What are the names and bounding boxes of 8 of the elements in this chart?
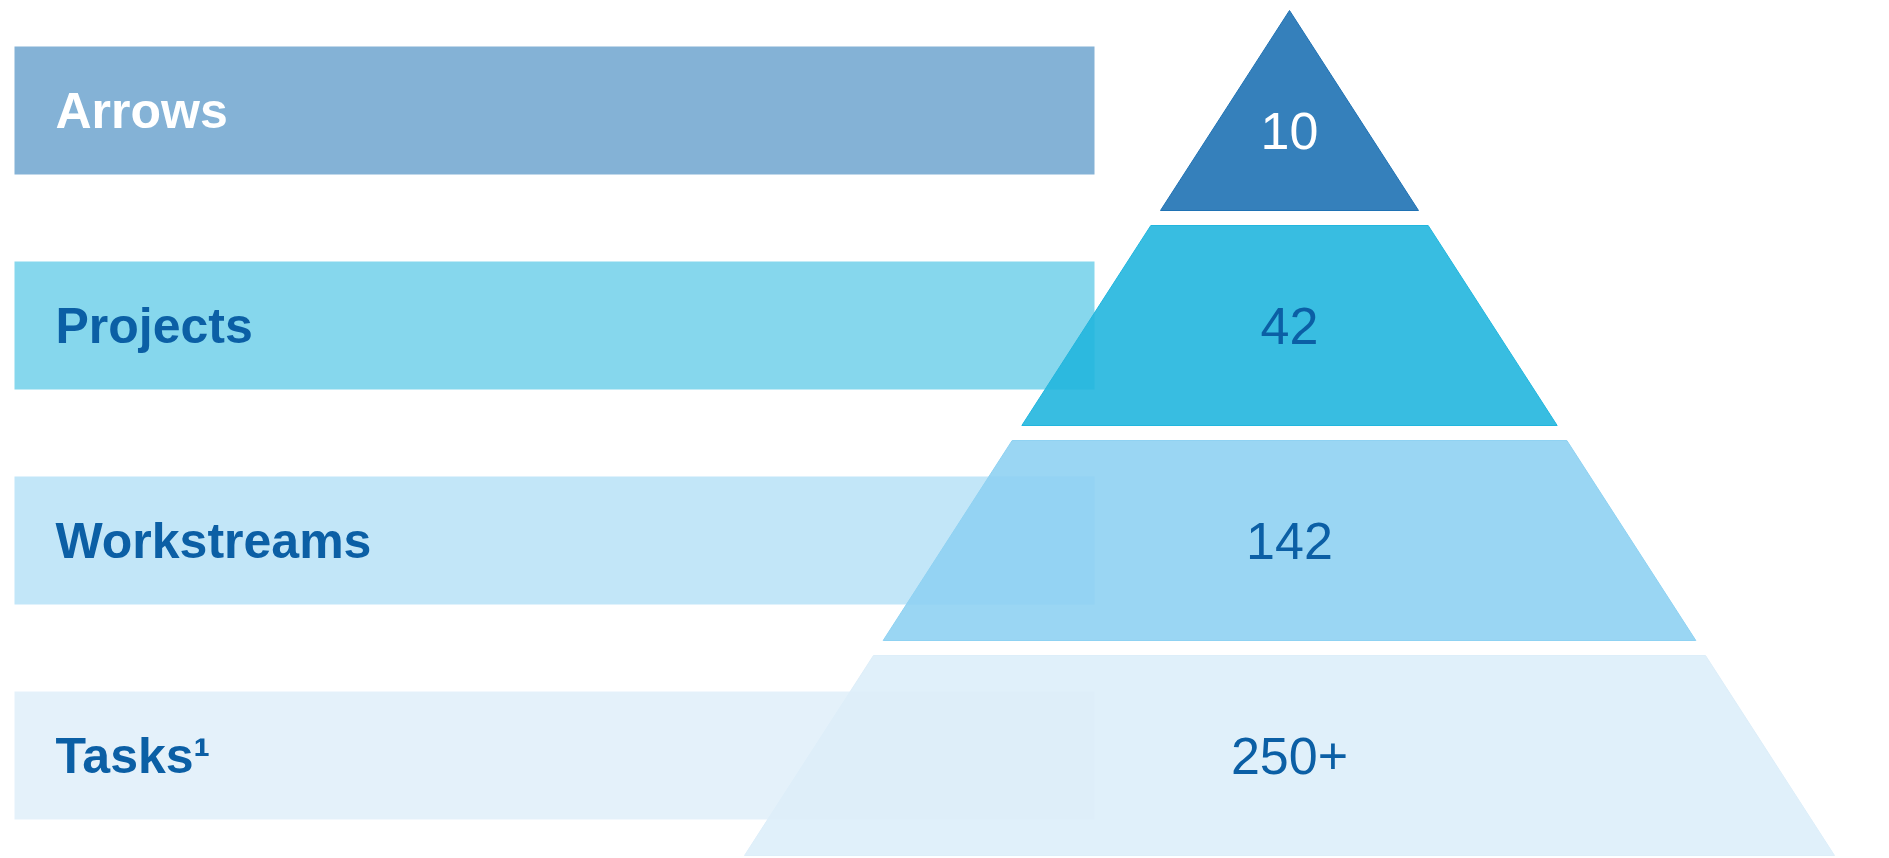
category-label: Tasks¹ bbox=[55, 727, 211, 784]
data-label: 10 bbox=[1260, 101, 1319, 160]
category-label: Projects bbox=[55, 297, 253, 354]
text: 250+ bbox=[1230, 726, 1349, 785]
data-label: 42 bbox=[1260, 296, 1319, 355]
category-label: Arrows bbox=[55, 82, 228, 139]
category-label: Workstreams bbox=[55, 512, 372, 569]
data-label: 142 bbox=[1246, 511, 1333, 570]
